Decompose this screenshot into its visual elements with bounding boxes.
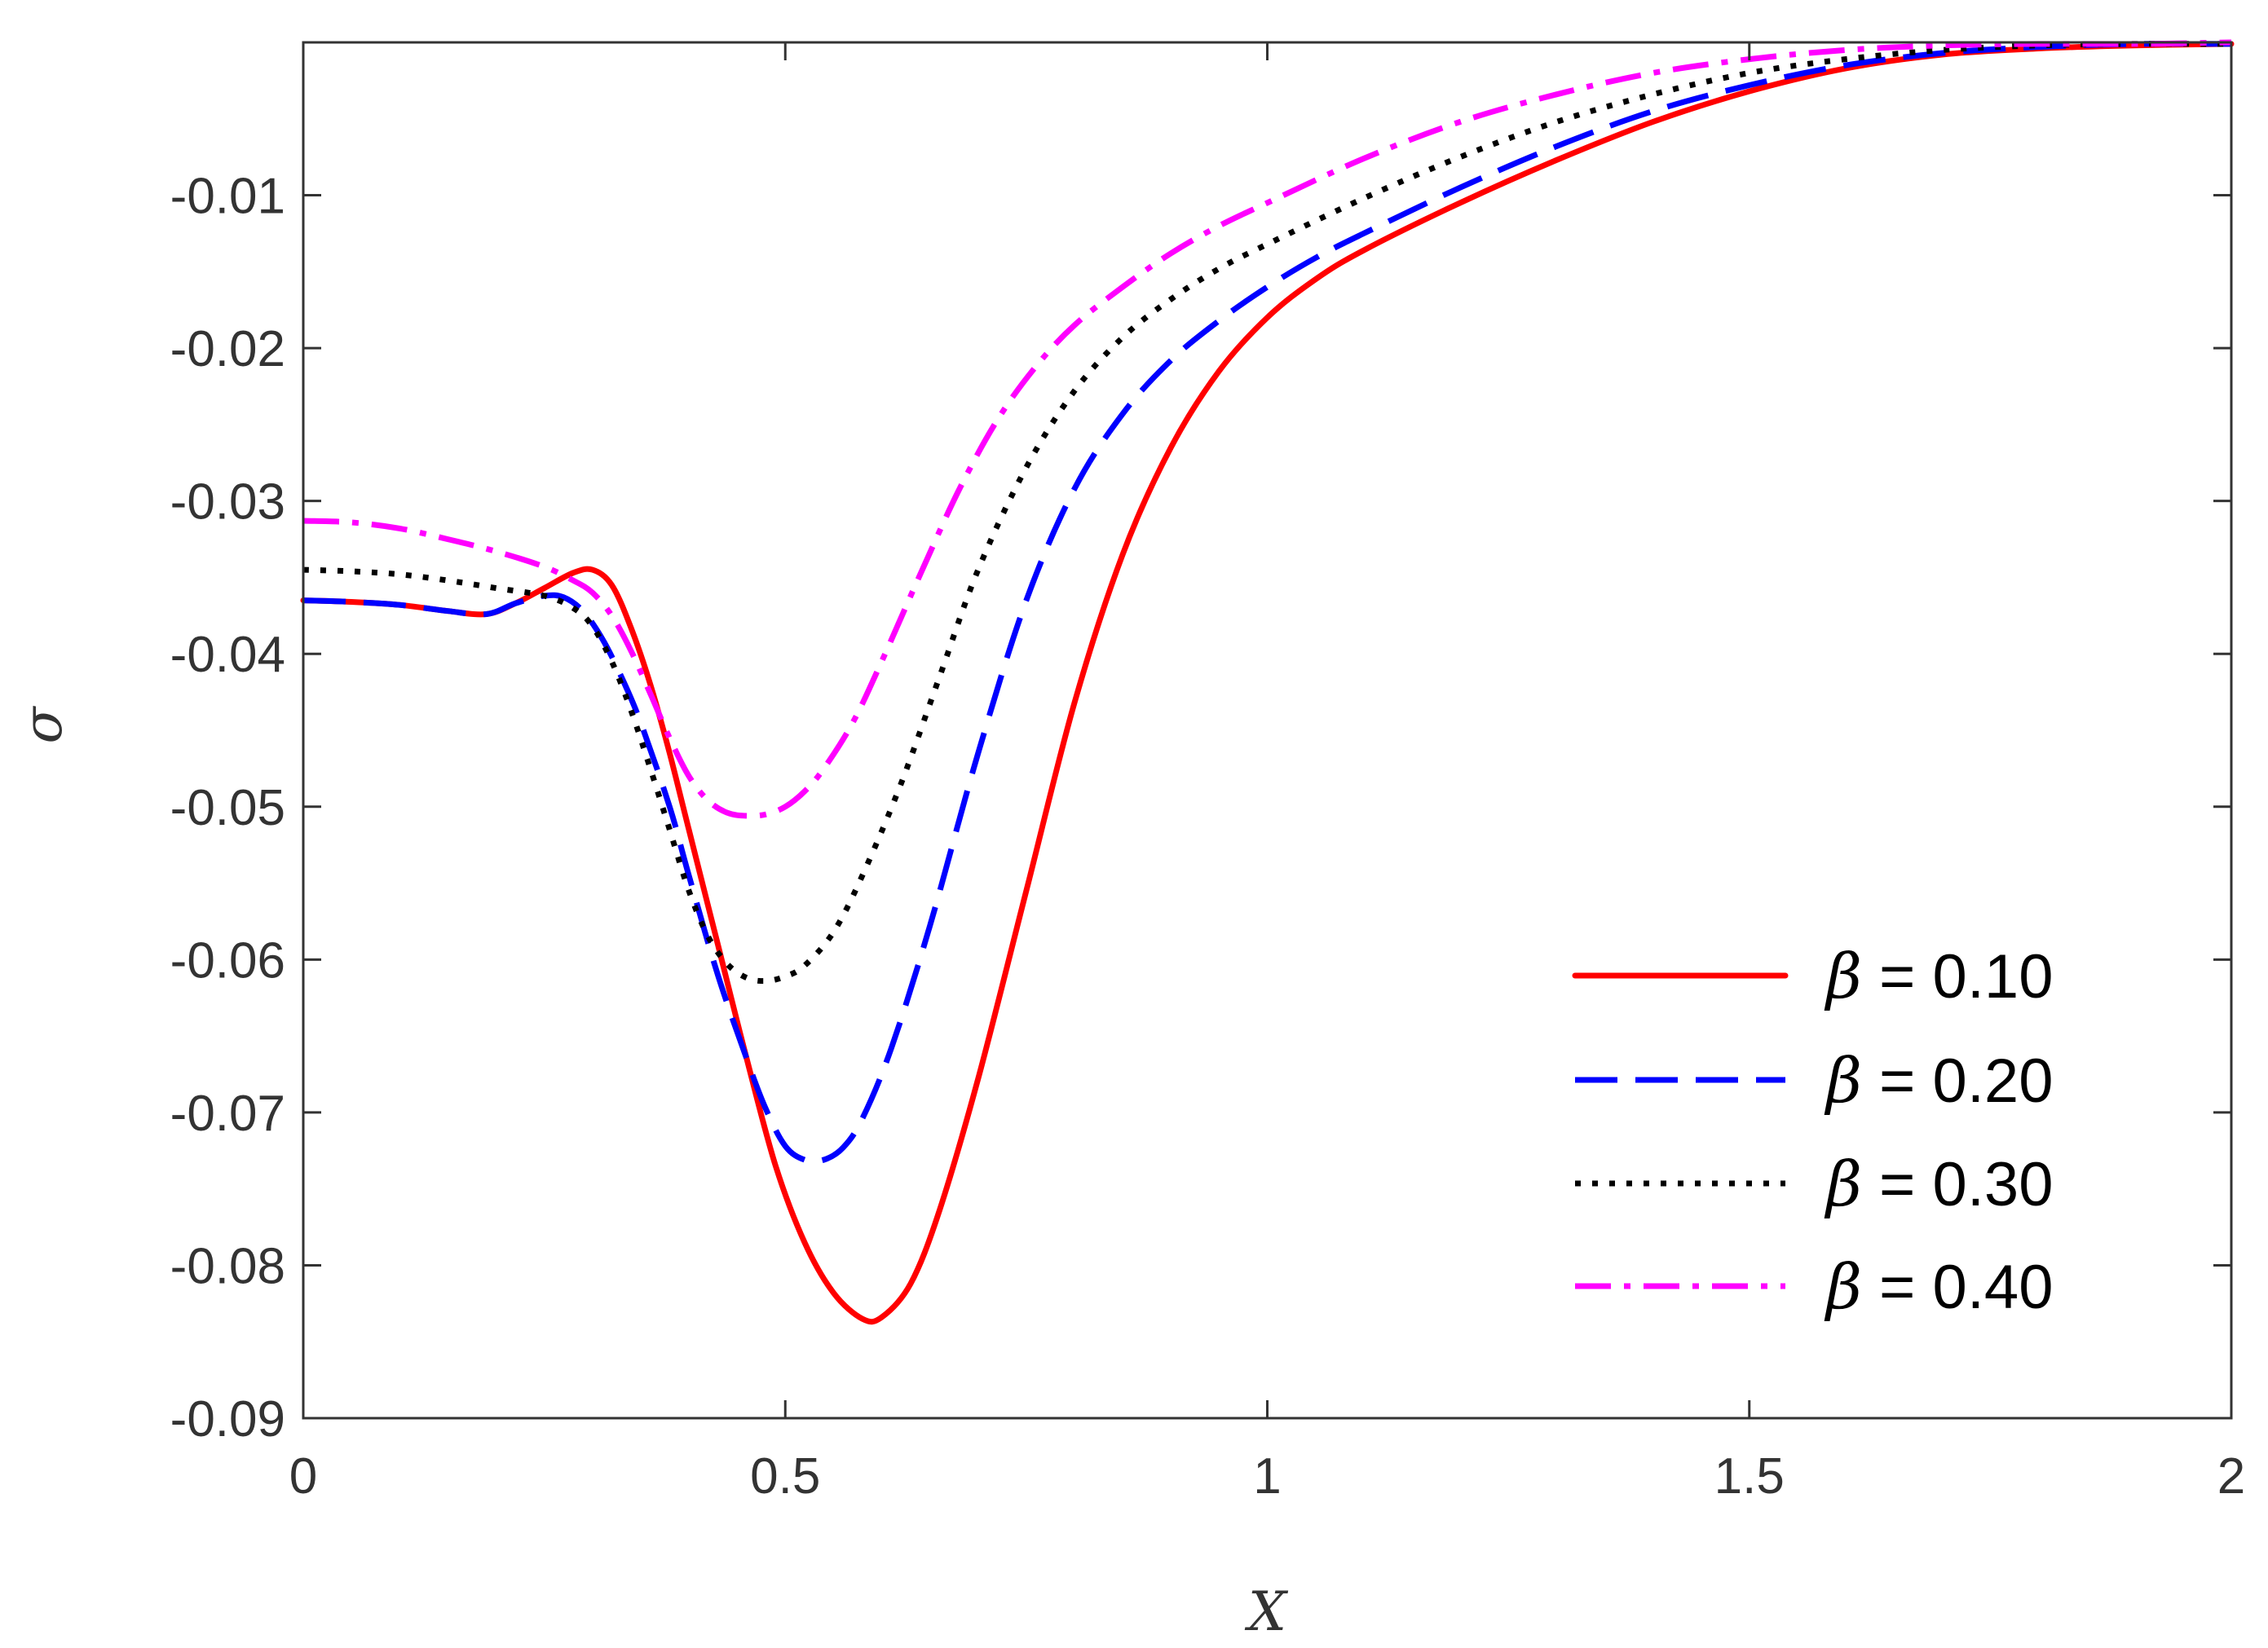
legend-beta-symbol: β bbox=[1824, 1044, 1862, 1117]
x-tick-label: 2 bbox=[2217, 1448, 2245, 1505]
legend-value: = 0.40 bbox=[1862, 1253, 2054, 1322]
legend: β = 0.10β = 0.20β = 0.30β = 0.40 bbox=[1572, 940, 2053, 1323]
x-tick-label: 0 bbox=[289, 1448, 317, 1505]
y-tick-label: -0.05 bbox=[170, 780, 285, 836]
ticks-layer: 0 0.5 1 1.5 2 -0.09 -0.08 -0.07 -0.06 -0.05 -0.04 -… bbox=[170, 42, 2245, 1505]
legend-beta-symbol: β bbox=[1824, 940, 1862, 1012]
y-tick-label: -0.01 bbox=[170, 169, 285, 225]
x-tick-label: 0.5 bbox=[750, 1448, 820, 1505]
y-tick-label: -0.02 bbox=[170, 321, 285, 377]
series-layer bbox=[300, 39, 2235, 1325]
legend-label-4: β = 0.40 bbox=[1824, 1250, 2053, 1323]
legend-label-2: β = 0.20 bbox=[1824, 1044, 2053, 1117]
series-line-1 bbox=[300, 41, 2235, 1325]
y-tick-label: -0.07 bbox=[170, 1086, 285, 1142]
y-axis-label: σ bbox=[11, 706, 74, 744]
legend-value: = 0.10 bbox=[1862, 942, 2054, 1011]
y-tick-label: -0.08 bbox=[170, 1238, 285, 1294]
x-tick-label: 1 bbox=[1253, 1448, 1281, 1505]
series-line-4 bbox=[302, 39, 2232, 819]
y-tick-label: -0.09 bbox=[170, 1391, 285, 1448]
legend-beta-symbol: β bbox=[1824, 1148, 1862, 1220]
y-tick-label: -0.06 bbox=[170, 932, 285, 989]
legend-beta-symbol: β bbox=[1824, 1250, 1862, 1323]
y-tick-label: -0.04 bbox=[170, 627, 285, 683]
legend-label-3: β = 0.30 bbox=[1824, 1148, 2053, 1220]
legend-value: = 0.20 bbox=[1862, 1047, 2054, 1116]
y-tick-label: -0.03 bbox=[170, 474, 285, 531]
x-tick-label: 1.5 bbox=[1714, 1448, 1785, 1505]
series-line-2 bbox=[302, 41, 2232, 1165]
legend-value: = 0.30 bbox=[1862, 1150, 2054, 1219]
legend-label-1: β = 0.10 bbox=[1824, 940, 2053, 1012]
x-axis-label: X bbox=[1244, 1580, 1289, 1643]
